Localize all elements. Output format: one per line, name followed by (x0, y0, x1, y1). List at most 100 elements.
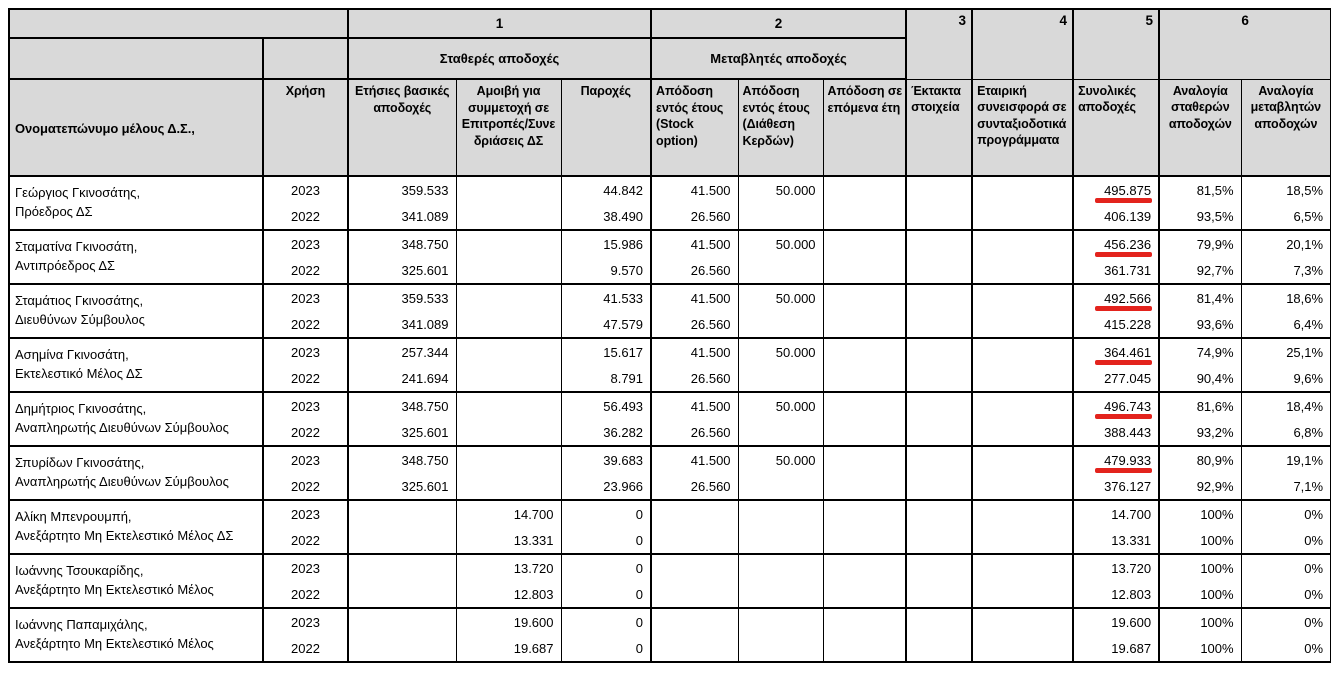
cell-value: 93,6% (1196, 316, 1234, 332)
cell-value: 348.750 (401, 398, 449, 414)
cell-annual-basic-pay: 348.750 (347, 445, 457, 473)
cell-profit-distribution (737, 527, 824, 555)
cell-committee-fees (455, 445, 562, 473)
cell-annual-basic-pay: 325.601 (347, 473, 457, 501)
member-year-row: Ιωάννης Τσουκαρίδης, Ανεξάρτητο Μη Εκτελε… (8, 553, 1331, 609)
cell-profit-distribution (737, 257, 824, 285)
cell-annual-basic-pay: 348.750 (347, 391, 457, 419)
cell-annual-basic-pay: 348.750 (347, 229, 457, 257)
cell-value: 277.045 (1104, 370, 1152, 386)
cell-extraordinary (905, 499, 974, 527)
cell-fixed-ratio: 100% (1158, 553, 1242, 581)
member-year-row: 2022 325.601 23.966 26.560 376.127 92,9% 7,1% (9, 473, 1331, 501)
cell-value: 257.344 (401, 344, 449, 360)
cell-committee-fees (455, 419, 562, 447)
cell-annual-basic-pay (347, 499, 457, 527)
cell-value: 9,6% (1293, 370, 1324, 386)
cell-value: 495.875 (1104, 182, 1152, 198)
cell-value: 19.687 (1111, 640, 1152, 656)
column-header-pension-contribution: Εταιρική συνεισφορά σε συνταξιοδοτικά πρ… (971, 78, 1075, 177)
cell-profit-distribution: 50.000 (737, 229, 824, 257)
cell-extraordinary (905, 445, 974, 473)
cell-extraordinary (905, 337, 974, 365)
cell-extraordinary (905, 473, 974, 501)
cell-benefits: 38.490 (560, 203, 653, 231)
cell-committee-fees (455, 337, 562, 365)
member-year-row: 2022 325.601 36.282 26.560 388.443 93,2% 6,8% (9, 419, 1331, 447)
group-label-row: Σταθερές αποδοχές Μεταβλητές αποδοχές (8, 37, 1331, 80)
cell-committee-fees (455, 229, 562, 257)
member-role: Πρόεδρος ΔΣ (15, 204, 93, 219)
cell-value: 14.700 (1111, 506, 1152, 522)
cell-stock-option (650, 553, 739, 581)
year-cell: 2022 (262, 419, 349, 447)
cell-value: 18,4% (1286, 398, 1324, 414)
cell-value: 39.683 (603, 452, 644, 468)
cell-fixed-ratio: 92,7% (1158, 257, 1242, 285)
year-cell: 2022 (262, 635, 349, 663)
cell-fixed-ratio: 100% (1158, 581, 1242, 609)
cell-variable-ratio: 0% (1240, 635, 1331, 663)
year-cell: 2023 (262, 229, 349, 257)
cell-value: 100% (1200, 532, 1234, 548)
member-name-cell: Ιωάννης Τσουκαρίδης, Ανεξάρτητο Μη Εκτελε… (8, 553, 264, 609)
cell-value: 80,9% (1196, 452, 1234, 468)
member-year-row: Σπυρίδων Γκινοσάτης, Αναπληρωτής Διευθύνω… (8, 445, 1331, 501)
cell-value: 0% (1304, 560, 1324, 576)
cell-value: 241.694 (401, 370, 449, 386)
member-role: Αναπληρωτής Διευθύνων Σύμβουλος (15, 474, 229, 489)
member-year-row: Σταμάτιος Γκινοσάτης, Διευθύνων Σύμβουλος… (8, 283, 1331, 339)
cell-value: 13.331 (513, 532, 554, 548)
cell-committee-fees (455, 311, 562, 339)
cell-total-pay: 13.720 (1072, 553, 1161, 581)
column-header-variable-ratio: Αναλογία μεταβλητών αποδοχών (1240, 78, 1331, 177)
cell-stock-option: 41.500 (650, 229, 739, 257)
cell-value: 479.933 (1104, 452, 1152, 468)
cell-profit-distribution (737, 473, 824, 501)
cell-value: 376.127 (1104, 478, 1152, 494)
cell-annual-basic-pay: 241.694 (347, 365, 457, 393)
cell-value: 348.750 (401, 452, 449, 468)
cell-future-years (822, 445, 908, 473)
cell-future-years (822, 175, 908, 203)
cell-future-years (822, 581, 908, 609)
member-year-row: Δημήτριος Γκινοσάτης, Αναπληρωτής Διευθύν… (8, 391, 1331, 447)
group-number-row: 1 2 3 4 5 6 (8, 8, 1331, 80)
cell-stock-option: 26.560 (650, 365, 739, 393)
year-cell: 2023 (262, 283, 349, 311)
cell-variable-ratio: 20,1% (1240, 229, 1331, 257)
cell-total-pay: 492.566 (1072, 283, 1161, 311)
cell-pension-contribution (971, 499, 1075, 527)
cell-annual-basic-pay: 325.601 (347, 257, 457, 285)
cell-pension-contribution (971, 391, 1075, 419)
year-cell: 2022 (262, 311, 349, 339)
cell-value: 8.791 (610, 370, 644, 386)
cell-annual-basic-pay (347, 607, 457, 635)
member-name: Σταμάτιος Γκινοσάτης, (15, 293, 144, 309)
member-year-row: 2022 325.601 9.570 26.560 361.731 92,7% 7,3% (9, 257, 1331, 285)
cell-value: 456.236 (1104, 236, 1152, 252)
column-header-annual-basic-pay: Ετήσιες βασικές αποδοχές (347, 78, 457, 177)
cell-variable-ratio: 0% (1240, 607, 1331, 635)
cell-pension-contribution (971, 635, 1075, 663)
cell-profit-distribution (737, 635, 824, 663)
cell-value: 12.803 (1111, 586, 1152, 602)
member-year-row: Ιωάννης Παπαμιχάλης, Ανεξάρτητο Μη Εκτελε… (8, 607, 1331, 663)
cell-stock-option (650, 527, 739, 555)
cell-total-pay: 495.875 (1072, 175, 1161, 203)
cell-pension-contribution (971, 473, 1075, 501)
cell-benefits: 44.842 (560, 175, 653, 203)
column-header-committee-fees: Αμοιβή για συμμετοχή σε Επιτροπές/Συνε δ… (455, 78, 562, 177)
cell-value: 90,4% (1196, 370, 1234, 386)
year-cell: 2023 (262, 175, 349, 203)
cell-future-years (822, 499, 908, 527)
red-underline-annotation (1095, 198, 1153, 203)
cell-value: 406.139 (1104, 208, 1152, 224)
cell-profit-distribution (737, 607, 824, 635)
cell-stock-option (650, 499, 739, 527)
cell-fixed-ratio: 100% (1158, 607, 1242, 635)
cell-future-years (822, 203, 908, 231)
cell-stock-option: 41.500 (650, 175, 739, 203)
cell-benefits: 9.570 (560, 257, 653, 285)
cell-value: 9.570 (610, 262, 644, 278)
